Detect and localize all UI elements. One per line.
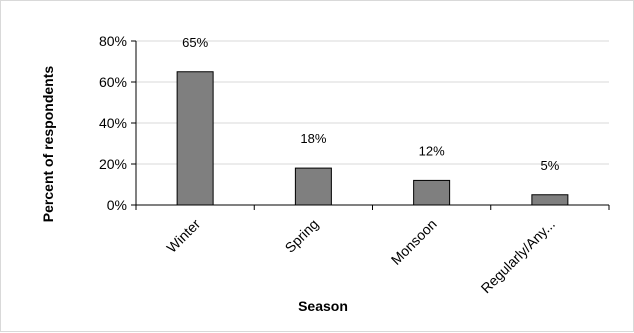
bar [294, 167, 332, 206]
x-tick-label: Winter [163, 216, 203, 256]
x-tick-label: Spring [282, 216, 322, 256]
data-label: 65% [182, 35, 208, 50]
labels: 0% 20% 40% 60% 80% 65% Winter 18% Spring 12% Monso… [99, 33, 560, 296]
gridlines [136, 40, 609, 165]
x-tick-label: Monsoon [388, 216, 440, 268]
y-tick-label: 80% [99, 33, 127, 49]
y-tick-label: 20% [99, 156, 127, 172]
y-tick-label: 40% [99, 115, 127, 131]
bars [176, 71, 569, 206]
bar [176, 71, 214, 206]
axes [131, 40, 610, 210]
data-label: 18% [300, 131, 326, 146]
x-tick-label: Regularly/Any... [478, 216, 558, 296]
y-tick-label: 60% [99, 74, 127, 90]
bar [413, 179, 451, 206]
x-axis-title: Season [298, 298, 348, 314]
data-label: 12% [419, 143, 445, 158]
data-label: 5% [540, 158, 559, 173]
bar [531, 194, 569, 206]
y-axis-title: Percent of respondents [40, 66, 56, 223]
y-tick-label: 0% [107, 197, 127, 213]
